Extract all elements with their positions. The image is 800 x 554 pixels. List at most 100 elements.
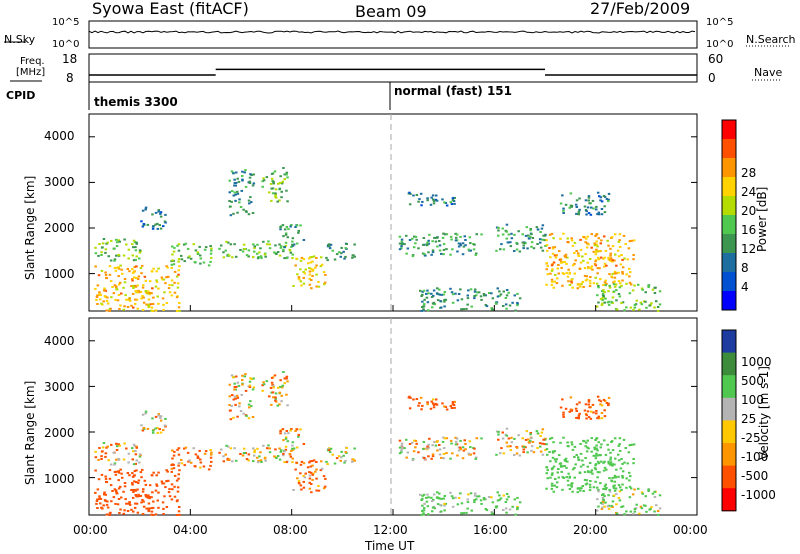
velocity-data-point: [131, 482, 134, 485]
velocity-data-point: [629, 510, 633, 513]
power-data-point: [423, 254, 427, 257]
power-data-point: [583, 205, 587, 208]
velocity-data-point: [451, 403, 455, 406]
power-data-point: [559, 258, 563, 261]
velocity-data-point: [640, 507, 644, 510]
velocity-data-point: [134, 494, 137, 496]
velocity-data-point: [587, 471, 590, 474]
velocity-data-point: [280, 400, 283, 403]
velocity-data-point: [245, 414, 248, 417]
power-data-point: [491, 297, 495, 300]
velocity-data-point: [439, 504, 442, 507]
velocity-data-point: [601, 506, 604, 509]
power-data-point: [278, 254, 282, 257]
power-data-point: [427, 242, 431, 245]
velocity-cb-tick: 100: [741, 393, 764, 407]
power-data-point: [142, 284, 145, 287]
velocity-data-point: [606, 505, 610, 508]
power-data-point: [582, 259, 585, 262]
power-data-point: [323, 283, 326, 286]
freq-panel-frame: [88, 53, 698, 83]
power-data-point: [596, 294, 599, 297]
power-data-point: [128, 270, 131, 273]
power-data-point: [135, 241, 138, 244]
power-data-point: [289, 225, 292, 228]
velocity-data-point: [148, 484, 152, 487]
power-data-point: [253, 250, 256, 253]
power-data-point: [517, 230, 520, 233]
velocity-data-point: [222, 455, 225, 458]
power-data-point: [529, 235, 532, 238]
power-data-point: [562, 209, 565, 212]
velocity-data-point: [148, 497, 151, 500]
velocity-data-point: [640, 491, 644, 494]
velocity-data-point: [562, 416, 565, 418]
power-data-point: [498, 294, 501, 297]
velocity-data-point: [177, 462, 181, 465]
velocity-data-point: [430, 496, 433, 499]
power-data-point: [562, 212, 565, 214]
velocity-data-point: [140, 501, 143, 504]
power-data-point: [283, 178, 286, 181]
power-data-point: [280, 182, 284, 185]
power-data-point: [156, 222, 159, 225]
velocity-data-point: [232, 376, 235, 379]
power-data-point: [135, 255, 138, 258]
power-data-point: [592, 282, 596, 285]
velocity-data-point: [128, 503, 132, 506]
velocity-data-point: [613, 463, 616, 466]
power-data-point: [311, 268, 315, 271]
power-data-point: [302, 270, 305, 273]
velocity-data-point: [128, 501, 131, 504]
power-data-point: [577, 254, 580, 257]
power-data-point: [100, 254, 103, 256]
power-data-point: [629, 240, 632, 242]
power-data-point: [408, 203, 412, 206]
velocity-data-point: [516, 507, 519, 509]
velocity-data-point: [281, 384, 285, 387]
velocity-data-point: [283, 377, 286, 380]
velocity-data-point: [110, 500, 113, 503]
velocity-data-point: [513, 454, 516, 456]
power-data-point: [584, 253, 587, 255]
velocity-data-point: [270, 381, 274, 384]
power-data-point: [108, 308, 112, 311]
velocity-data-point: [586, 439, 589, 442]
nsearch-tick-low: 10^0: [706, 39, 734, 50]
power-data-point: [440, 293, 443, 296]
power-data-point: [443, 233, 447, 236]
power-data-point: [587, 195, 591, 198]
velocity-data-point: [295, 428, 299, 431]
velocity-data-point: [559, 465, 563, 468]
power-data-point: [613, 259, 616, 262]
power-data-point: [628, 292, 632, 295]
power-data-point: [147, 290, 150, 293]
velocity-data-point: [294, 468, 297, 471]
velocity-data-point: [123, 509, 126, 512]
power-data-point: [286, 236, 289, 239]
power-data-point: [400, 240, 404, 243]
power-data-point: [579, 285, 582, 288]
velocity-data-point: [595, 447, 598, 450]
power-data-point: [647, 284, 650, 287]
power-data-point: [583, 267, 587, 270]
velocity-data-point: [567, 445, 570, 448]
power-data-point: [484, 294, 487, 297]
velocity-data-point: [629, 444, 632, 446]
power-data-point: [244, 185, 248, 188]
power-data-point: [599, 242, 602, 245]
velocity-data-point: [155, 484, 159, 487]
velocity-data-point: [124, 498, 127, 501]
power-data-point: [507, 233, 511, 236]
velocity-data-point: [597, 505, 600, 508]
velocity-data-point: [604, 488, 607, 491]
velocity-data-point: [453, 400, 456, 403]
power-data-point: [210, 256, 213, 259]
velocity-data-point: [132, 489, 135, 491]
velocity-data-point: [150, 513, 153, 516]
velocity-data-point: [427, 496, 430, 499]
velocity-data-point: [328, 449, 331, 452]
power-data-point: [431, 240, 434, 243]
velocity-data-point: [623, 461, 626, 464]
velocity-data-point: [100, 455, 103, 458]
